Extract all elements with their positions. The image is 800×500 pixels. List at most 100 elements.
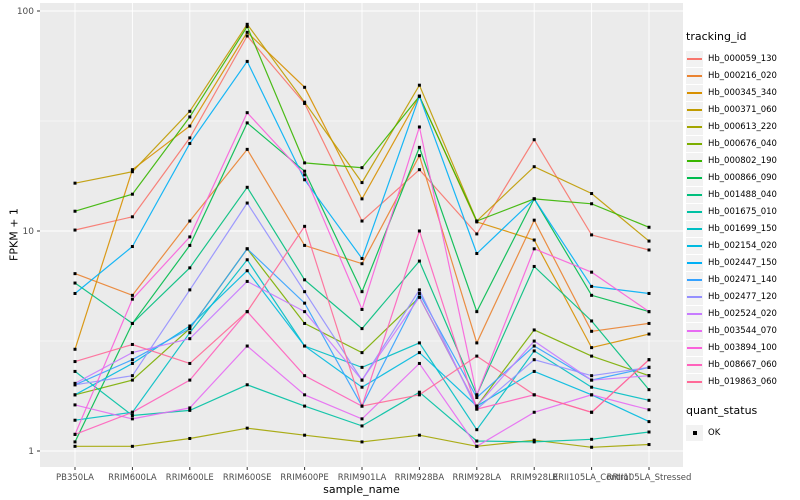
legend-label-Hb_000866_090: Hb_000866_090 — [708, 172, 777, 183]
data-point-Hb_002447_150 — [188, 141, 192, 145]
data-point-Hb_002471_140 — [475, 396, 479, 400]
data-point-Hb_001675_010 — [647, 430, 651, 434]
data-point-Hb_003894_100 — [245, 111, 249, 115]
data-point-Hb_008667_060 — [130, 410, 134, 414]
legend-key-Hb_000613_220 — [686, 118, 703, 135]
data-point-Hb_000216_020 — [188, 219, 192, 223]
legend-label-Hb_001675_010: Hb_001675_010 — [708, 206, 777, 217]
legend-line-swatch-icon — [687, 244, 702, 247]
data-point-Hb_000216_020 — [417, 154, 421, 158]
data-point-Hb_000216_020 — [475, 341, 479, 345]
data-point-Hb_002447_150 — [360, 256, 364, 260]
data-point-Hb_003544_070 — [590, 393, 594, 397]
legend-label-Hb_003544_070: Hb_003544_070 — [708, 325, 777, 336]
legend-key-Hb_003894_100 — [686, 339, 703, 356]
data-point-Hb_002471_140 — [245, 247, 249, 251]
data-point-Hb_003544_070 — [532, 410, 536, 414]
legend-label-Hb_002154_020: Hb_002154_020 — [708, 240, 777, 251]
data-point-Hb_003544_070 — [475, 444, 479, 448]
data-point-Hb_001699_150 — [417, 341, 421, 345]
data-point-Hb_003544_070 — [188, 406, 192, 410]
data-point-Hb_002154_020 — [73, 393, 77, 397]
legend-label-Hb_000613_220: Hb_000613_220 — [708, 121, 777, 132]
data-point-Hb_000613_220 — [188, 436, 192, 440]
legend-line-swatch-icon — [687, 312, 702, 315]
legend-label-Hb_000059_130: Hb_000059_130 — [708, 53, 777, 64]
data-point-Hb_000613_220 — [417, 433, 421, 437]
data-point-Hb_002154_020 — [360, 385, 364, 389]
data-point-Hb_000613_220 — [647, 443, 651, 447]
legend-entry-Hb_001675_010: Hb_001675_010 — [686, 203, 798, 220]
data-point-Hb_003544_070 — [130, 417, 134, 421]
data-point-Hb_000216_020 — [303, 243, 307, 247]
legend-entry-Hb_000802_190: Hb_000802_190 — [686, 152, 798, 169]
data-point-Hb_002154_020 — [188, 324, 192, 328]
legend-label-Hb_019863_060: Hb_019863_060 — [708, 376, 777, 387]
data-point-Hb_000371_060 — [188, 109, 192, 113]
data-point-Hb_000802_190 — [188, 115, 192, 119]
data-point-Hb_002524_020 — [303, 310, 307, 314]
data-point-Hb_002471_140 — [532, 344, 536, 348]
data-point-Hb_000345_340 — [130, 168, 134, 172]
legend: tracking_id Hb_000059_130 Hb_000216_020 Hb… — [686, 30, 798, 441]
data-point-Hb_001675_010 — [417, 390, 421, 394]
data-point-Hb_008667_060 — [73, 432, 77, 436]
legend-line-swatch-icon — [687, 91, 702, 94]
data-point-Hb_000371_060 — [73, 181, 77, 185]
data-point-Hb_008667_060 — [475, 407, 479, 411]
black-square-marker-icon — [692, 430, 697, 435]
data-point-Hb_003894_100 — [130, 297, 134, 301]
data-point-Hb_003894_100 — [532, 247, 536, 251]
data-point-Hb_002447_150 — [475, 252, 479, 256]
data-point-Hb_003544_070 — [245, 344, 249, 348]
data-point-Hb_002154_020 — [417, 351, 421, 355]
legend-entry-Hb_000866_090: Hb_000866_090 — [686, 169, 798, 186]
data-point-Hb_002524_020 — [130, 351, 134, 355]
legend-key-Hb_002524_020 — [686, 305, 703, 322]
data-point-Hb_003894_100 — [647, 310, 651, 314]
data-point-Hb_002471_140 — [303, 301, 307, 305]
data-point-Hb_001675_010 — [130, 413, 134, 417]
legend-title-quant-status: quant_status — [686, 404, 758, 417]
data-point-Hb_001488_040 — [130, 321, 134, 325]
data-point-Hb_000059_130 — [417, 168, 421, 172]
data-point-Hb_019863_060 — [303, 224, 307, 228]
data-point-Hb_002447_150 — [590, 284, 594, 288]
data-point-Hb_002477_120 — [417, 288, 421, 292]
legend-key-Hb_000345_340 — [686, 84, 703, 101]
legend-line-swatch-icon — [687, 125, 702, 128]
legend-entry-Hb_000676_040: Hb_000676_040 — [686, 135, 798, 152]
data-point-Hb_001699_150 — [73, 418, 77, 422]
x-axis-title: sample_name — [323, 483, 400, 496]
legend-line-swatch-icon — [687, 193, 702, 196]
quant-ok-key — [686, 424, 703, 441]
legend-title-tracking-id: tracking_id — [686, 30, 747, 43]
quant-ok-label: OK — [708, 427, 721, 438]
legend-line-swatch-icon — [687, 295, 702, 298]
data-point-Hb_019863_060 — [360, 404, 364, 408]
data-point-Hb_000345_340 — [360, 197, 364, 201]
data-point-Hb_000802_190 — [475, 219, 479, 223]
data-point-Hb_000059_130 — [245, 34, 249, 38]
data-point-Hb_002524_020 — [73, 381, 77, 385]
data-point-Hb_001488_040 — [73, 281, 77, 285]
legend-key-Hb_019863_060 — [686, 373, 703, 390]
data-point-Hb_000613_220 — [303, 433, 307, 437]
legend-label-Hb_002477_120: Hb_002477_120 — [708, 291, 777, 302]
legend-line-swatch-icon — [687, 74, 702, 77]
legend-entry-Hb_002524_020: Hb_002524_020 — [686, 305, 798, 322]
data-point-Hb_008667_060 — [417, 229, 421, 233]
data-point-Hb_002447_150 — [532, 197, 536, 201]
data-point-Hb_001675_010 — [188, 408, 192, 412]
data-point-Hb_000866_090 — [245, 121, 249, 125]
data-point-Hb_003894_100 — [188, 235, 192, 239]
data-point-Hb_001675_010 — [303, 404, 307, 408]
data-point-Hb_000676_040 — [130, 378, 134, 382]
data-point-Hb_000345_340 — [532, 238, 536, 242]
data-point-Hb_000059_130 — [532, 138, 536, 142]
legend-line-swatch-icon — [687, 329, 702, 332]
legend-label-Hb_002447_150: Hb_002447_150 — [708, 257, 777, 268]
data-point-Hb_000371_060 — [360, 181, 364, 185]
legend-key-Hb_002477_120 — [686, 288, 703, 305]
legend-entry-Hb_008667_060: Hb_008667_060 — [686, 356, 798, 373]
